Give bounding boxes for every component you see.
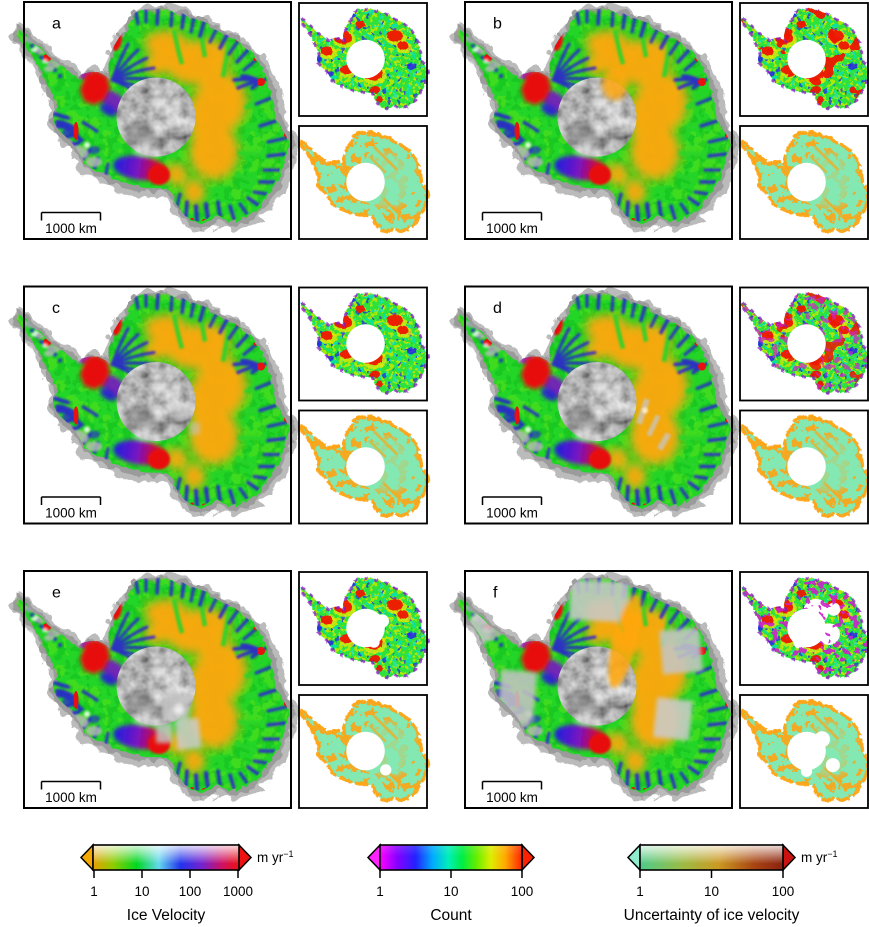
svg-text:1: 1 — [636, 884, 644, 899]
svg-text:1: 1 — [90, 884, 98, 899]
svg-text:1000 km: 1000 km — [45, 790, 97, 805]
svg-text:Uncertainty of ice velocity: Uncertainty of ice velocity — [624, 907, 800, 924]
svg-text:1000 km: 1000 km — [486, 221, 538, 236]
svg-text:Ice Velocity: Ice Velocity — [127, 907, 206, 924]
svg-text:f: f — [493, 585, 498, 602]
svg-text:100: 100 — [511, 884, 534, 899]
svg-text:d: d — [493, 300, 502, 317]
svg-text:1000 km: 1000 km — [45, 221, 97, 236]
svg-text:100: 100 — [179, 884, 202, 899]
svg-text:e: e — [52, 585, 61, 602]
svg-text:1: 1 — [376, 884, 384, 899]
svg-text:Count: Count — [430, 907, 472, 924]
svg-text:c: c — [52, 300, 60, 317]
svg-text:1000 km: 1000 km — [45, 506, 97, 521]
svg-text:a: a — [52, 16, 61, 33]
svg-text:10: 10 — [704, 884, 719, 899]
svg-text:b: b — [493, 16, 502, 33]
svg-text:100: 100 — [772, 884, 795, 899]
svg-text:10: 10 — [443, 884, 458, 899]
svg-text:1000 km: 1000 km — [486, 790, 538, 805]
svg-text:10: 10 — [134, 884, 149, 899]
svg-text:1000: 1000 — [223, 884, 253, 899]
svg-text:1000 km: 1000 km — [486, 506, 538, 521]
